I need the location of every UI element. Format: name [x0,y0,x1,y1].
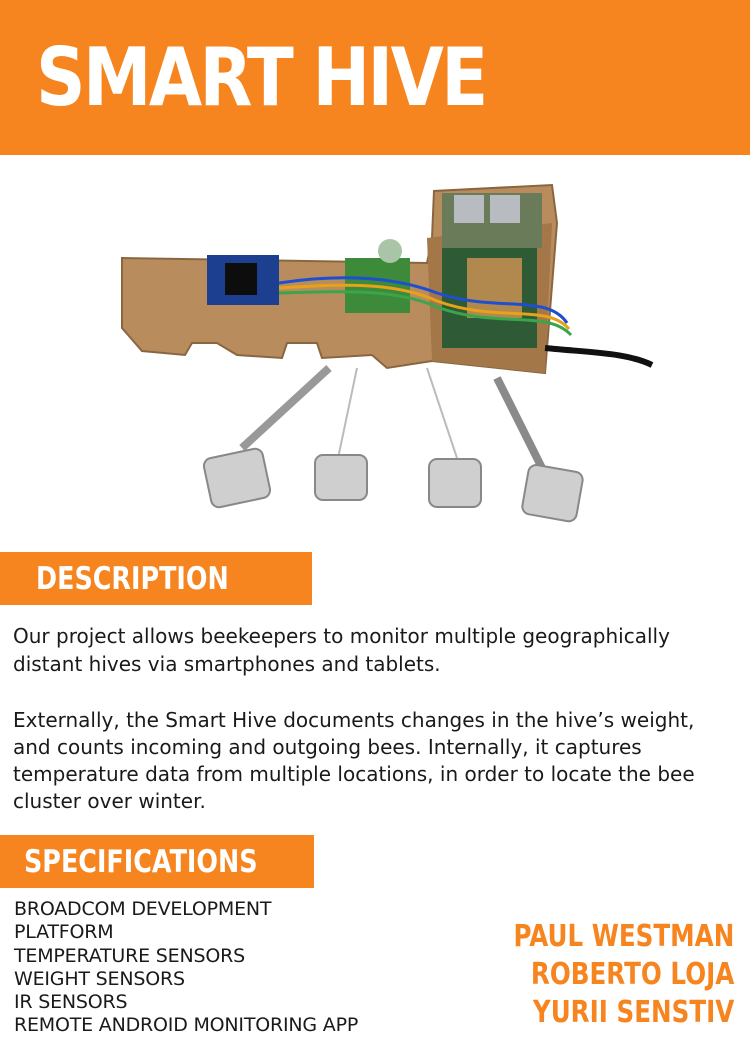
description-paragraph-2: Externally, the Smart Hive documents cha… [13,708,695,813]
spec-item: WEIGHT SENSORS [14,967,185,990]
spec-item: REMOTE ANDROID MONITORING APP [14,1014,359,1037]
author-name: ROBERTO LOJA [530,957,734,992]
specifications-heading: SPECIFICATIONS [24,844,258,880]
spec-item: IR SENSORS [14,991,128,1014]
page-title: SMART HIVE [36,31,488,124]
author-name: YURII SENSTIV [532,995,734,1030]
prototype-photo [121,183,654,523]
spec-item: TEMPERATURE SENSORS [14,944,245,967]
authors-block: PAUL WESTMAN ROBERTO LOJA YURII SENSTIV [465,918,734,1032]
spec-item: BROADCOM DEVELOPMENT [14,898,272,920]
description-banner [0,552,312,605]
spec-item: PLATFORM [14,921,114,944]
author-name: PAUL WESTMAN [513,919,734,954]
specifications-list: BROADCOM DEVELOPMENT PLATFORM TEMPERATUR… [14,898,358,1038]
title-banner [0,0,750,155]
description-paragraph-1: Our project allows beekeepers to monitor… [13,624,670,676]
specifications-banner [0,835,314,888]
description-heading: DESCRIPTION [36,561,229,597]
